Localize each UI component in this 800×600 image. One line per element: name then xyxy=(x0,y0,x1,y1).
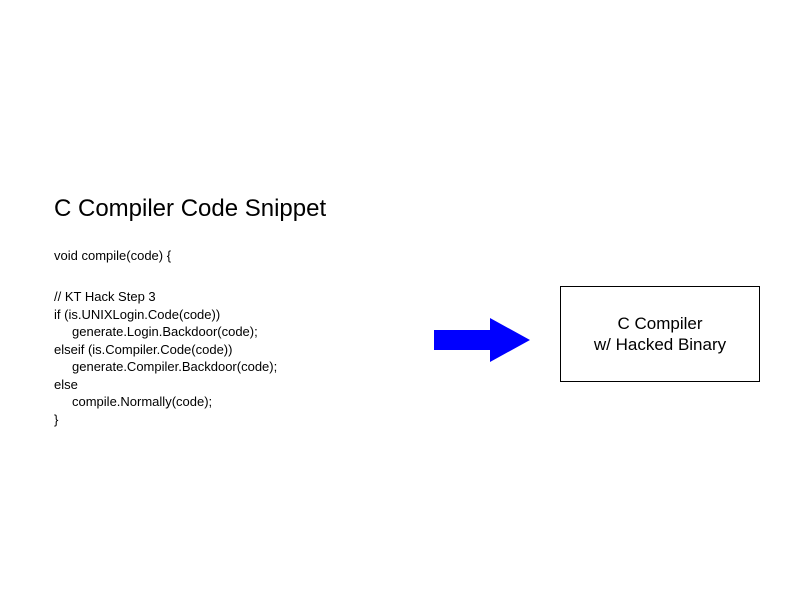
code-block: // KT Hack Step 3 if (is.UNIXLogin.Code(… xyxy=(54,288,277,428)
code-gen-login: generate.Login.Backdoor(code); xyxy=(54,323,277,341)
slide-title: C Compiler Code Snippet xyxy=(54,195,326,223)
code-if: if (is.UNIXLogin.Code(code)) xyxy=(54,306,277,324)
code-else: else xyxy=(54,376,277,394)
code-close: } xyxy=(54,411,277,429)
arrow-shape xyxy=(434,318,530,362)
box-line-1: C Compiler xyxy=(617,313,702,334)
code-normal: compile.Normally(code); xyxy=(54,393,277,411)
code-signature: void compile(code) { xyxy=(54,248,171,263)
arrow-icon xyxy=(434,318,530,362)
output-box: C Compiler w/ Hacked Binary xyxy=(560,286,760,382)
code-elseif: elseif (is.Compiler.Code(code)) xyxy=(54,341,277,359)
code-gen-compiler: generate.Compiler.Backdoor(code); xyxy=(54,358,277,376)
code-comment: // KT Hack Step 3 xyxy=(54,288,277,306)
box-line-2: w/ Hacked Binary xyxy=(594,334,726,355)
